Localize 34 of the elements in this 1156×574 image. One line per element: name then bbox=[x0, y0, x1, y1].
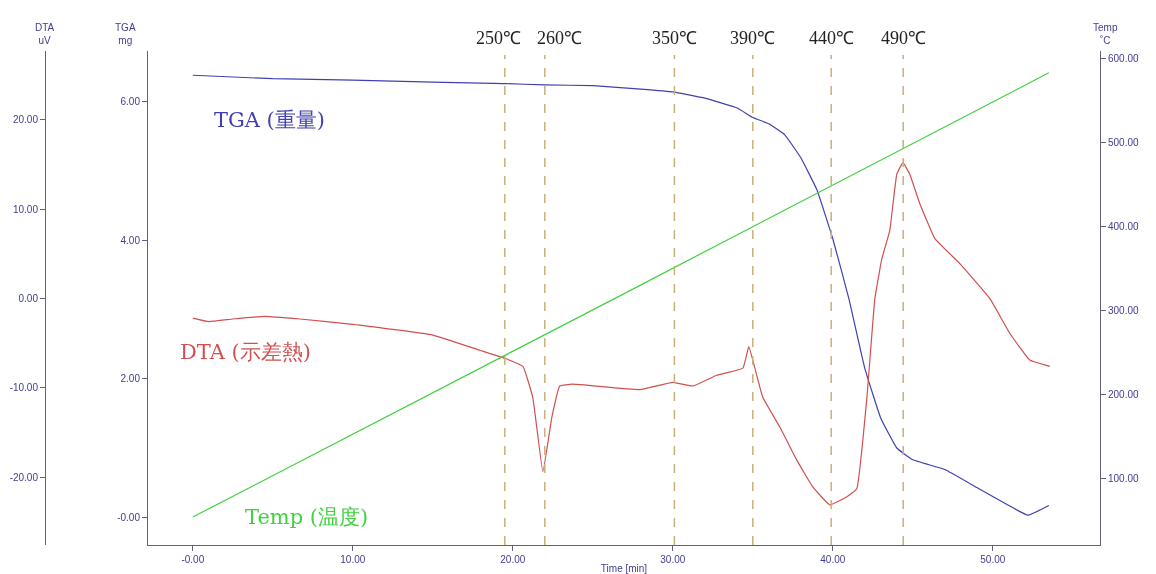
y2-tick-label: 0.00 bbox=[18, 292, 39, 304]
series-label: Temp (温度) bbox=[245, 505, 369, 529]
y2-tick-label: 10.00 bbox=[12, 203, 39, 215]
x-tick-label: 40.00 bbox=[820, 554, 846, 565]
y-tick-label: 2.00 bbox=[120, 373, 141, 385]
y3-tick-label: 100.00 bbox=[1108, 472, 1140, 484]
x-tick-label: 10.00 bbox=[340, 554, 366, 565]
series-label: TGA (重量) bbox=[214, 108, 326, 132]
y3-tick-label: 200.00 bbox=[1108, 388, 1140, 400]
x-tick-label: 30.00 bbox=[660, 554, 686, 565]
y-tick-label: 6.00 bbox=[120, 96, 141, 108]
y2-tick-label: 20.00 bbox=[12, 114, 39, 126]
y2-tick-label: -20.00 bbox=[9, 471, 39, 483]
ref-line-label: 390℃ bbox=[730, 28, 775, 48]
y3-tick-label: 500.00 bbox=[1108, 137, 1140, 149]
x-tick-label: -0.00 bbox=[181, 554, 205, 565]
y-tick-label: 4.00 bbox=[120, 234, 141, 246]
y3-tick-label: 400.00 bbox=[1108, 221, 1140, 232]
ref-line-label: 350℃ bbox=[652, 28, 697, 48]
x-tick-label: 50.00 bbox=[980, 554, 1006, 565]
y2-tick-label: -10.00 bbox=[9, 382, 39, 394]
y3-tick-label: 300.00 bbox=[1108, 304, 1140, 316]
ref-line-label: 490℃ bbox=[881, 28, 926, 48]
x-axis-title: Time [min] bbox=[600, 563, 648, 574]
y3-tick-label: 600.00 bbox=[1108, 53, 1140, 65]
x-tick-label: 20.00 bbox=[500, 554, 526, 565]
y3-axis-title: Temp ˚C bbox=[1093, 22, 1118, 46]
y-axis-title: TGA mg bbox=[115, 22, 136, 46]
ref-line-label: 250℃ bbox=[476, 28, 521, 48]
y-tick-label: -0.00 bbox=[117, 511, 141, 523]
series-label: DTA (示差熱) bbox=[180, 340, 311, 364]
ref-line-label: 260℃ bbox=[537, 28, 582, 48]
ref-line-label: 440℃ bbox=[809, 28, 854, 48]
y2-axis-title: DTA uV bbox=[35, 22, 55, 46]
